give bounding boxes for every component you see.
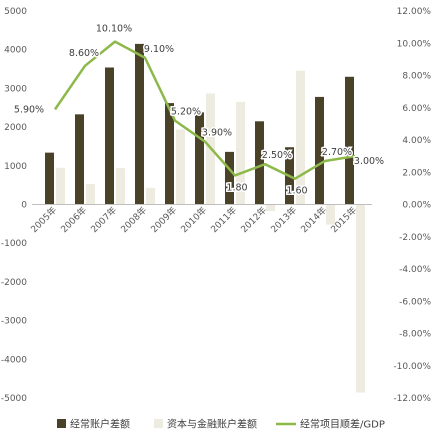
bar-current-account xyxy=(75,114,84,205)
legend-label-current-account: 经常账户差额 xyxy=(70,418,130,431)
left-axis-tick-label: 1000 xyxy=(4,162,27,172)
right-axis-tick-label: -12.00% xyxy=(393,394,431,404)
left-axis-tick-label: -5000 xyxy=(1,394,27,404)
line-data-label: 5.90% xyxy=(14,104,44,115)
bar-capital-financial-account xyxy=(146,187,155,205)
right-axis: 12.00% 10.00% 8.00% 6.00% 4.00% 2.00% 0.00% -2.… xyxy=(393,7,431,404)
line-data-labels: 5.90% 8.60% 10.10% 9.10% 5.20%3.90% 1.80 2.50%… xyxy=(12,22,385,198)
right-axis-tick-label: 0.00% xyxy=(402,201,431,211)
legend-label-gdp-ratio: 经常项目顺差/GDP xyxy=(300,418,385,431)
legend-swatch-current-account xyxy=(57,419,66,428)
line-data-label: 1.60 xyxy=(286,186,307,197)
bar-current-account xyxy=(315,96,324,205)
line-data-label: 2.50% xyxy=(262,150,292,161)
right-axis-tick-label: 8.00% xyxy=(402,72,431,82)
bar-current-account xyxy=(225,151,234,205)
bar-capital-financial-account xyxy=(56,167,65,205)
right-axis-tick-label: -8.00% xyxy=(399,330,431,340)
left-axis-tick-label: 5000 xyxy=(4,7,27,17)
line-data-label: 5.20% xyxy=(171,107,201,118)
line-data-label: 3.00% xyxy=(354,156,384,167)
legend-label-capital-financial-account: 资本与金融账户差额 xyxy=(167,418,257,431)
legend: 经常账户差额 资本与金融账户差额 经常项目顺差/GDP xyxy=(57,418,385,431)
x-axis-tick-labels: 2005年 2006年 2007年 2008年 2009年 2010年 2011年 2012年… xyxy=(28,204,359,235)
right-axis-tick-label: -10.00% xyxy=(393,362,431,372)
right-axis-tick-label: 4.00% xyxy=(402,136,431,146)
right-axis-tick-label: 10.00% xyxy=(397,39,432,49)
x-axis-tick-label: 2008年 xyxy=(118,204,149,235)
legend-swatch-capital-financial-account xyxy=(154,419,163,428)
bar-current-account xyxy=(105,67,114,205)
bar-current-account xyxy=(195,112,204,205)
left-axis-tick-label: -3000 xyxy=(1,317,27,327)
x-axis-tick-label: 2005年 xyxy=(28,204,59,235)
line-gdp-ratio xyxy=(53,40,356,180)
bar-capital-financial-account xyxy=(266,204,275,212)
bar-current-account xyxy=(45,152,54,205)
left-axis: 5000 4000 3000 2000 1000 0 -1000 -2000 -3000 -400… xyxy=(1,7,27,404)
bar-current-account xyxy=(345,76,354,205)
x-axis-tick-label: 2009年 xyxy=(148,204,179,235)
bar-capital-financial-account xyxy=(116,168,125,205)
left-axis-tick-label: 4000 xyxy=(4,46,27,56)
bar-current-account xyxy=(165,103,174,205)
x-axis-tick-label: 2012年 xyxy=(238,204,269,235)
right-axis-tick-label: -4.00% xyxy=(399,265,431,275)
left-axis-tick-label: 0 xyxy=(21,201,27,211)
left-axis-tick-label: -2000 xyxy=(1,278,27,288)
line-data-label: 10.10% xyxy=(96,24,132,35)
left-axis-tick-label: 3000 xyxy=(4,84,27,94)
line-data-label: 8.60% xyxy=(69,48,99,59)
bar-capital-financial-account xyxy=(176,129,185,205)
right-axis-tick-label: 12.00% xyxy=(397,7,432,17)
x-axis-tick-label: 2011年 xyxy=(208,204,239,235)
left-axis-tick-label: -4000 xyxy=(1,355,27,365)
line-data-label: 3.90% xyxy=(202,128,232,139)
bar-current-account xyxy=(135,43,144,205)
x-axis-tick-label: 2010年 xyxy=(178,204,209,235)
bar-capital-financial-account xyxy=(86,183,95,205)
right-axis-tick-label: 6.00% xyxy=(402,104,431,114)
bar-capital-financial-account xyxy=(296,70,305,205)
bar-capital-financial-account xyxy=(236,101,245,205)
line-series xyxy=(53,40,356,180)
x-axis-tick-label: 2014年 xyxy=(298,204,329,235)
line-data-label: 1.80 xyxy=(226,182,247,193)
left-axis-tick-label: -1000 xyxy=(1,239,27,249)
bar-capital-financial-account xyxy=(356,204,365,393)
left-axis-tick-label: 2000 xyxy=(4,123,27,133)
right-axis-tick-label: 2.00% xyxy=(402,168,431,178)
line-data-label: 2.70% xyxy=(322,147,352,158)
right-axis-tick-label: -2.00% xyxy=(399,233,431,243)
x-axis-tick-label: 2006年 xyxy=(58,204,89,235)
line-data-label: 9.10% xyxy=(144,44,174,55)
right-axis-tick-label: -6.00% xyxy=(399,297,431,307)
x-axis-tick-label: 2007年 xyxy=(88,204,119,235)
bar-current-account xyxy=(255,121,264,205)
bar-capital-financial-account xyxy=(326,204,335,225)
